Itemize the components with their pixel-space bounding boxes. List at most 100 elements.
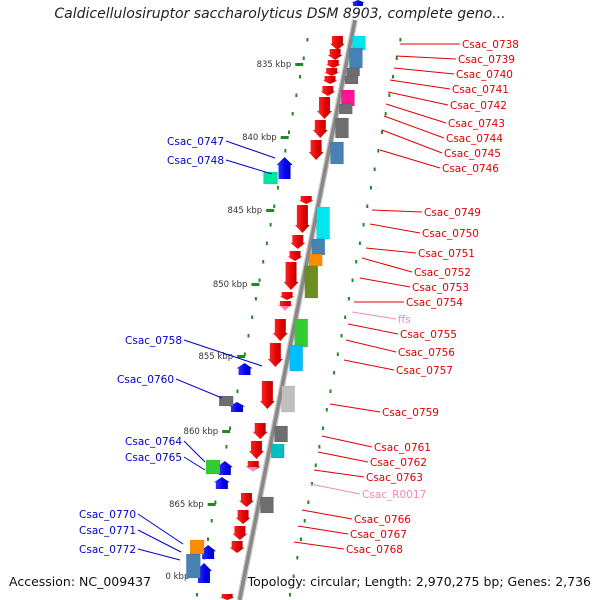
gene-label[interactable]: Csac_0744 [446,133,503,145]
gene-label[interactable]: Csac_0753 [412,282,469,294]
gene-label[interactable]: Csac_0745 [444,148,501,160]
gene-label[interactable]: Csac_0763 [366,472,423,484]
plus-strand-protein-box[interactable] [335,117,349,139]
gene-label-leader [183,456,206,471]
scale-dot [318,445,321,449]
gene-label[interactable]: Csac_0759 [382,407,439,419]
gene-label[interactable]: Csac_0767 [350,529,407,541]
gene-label[interactable]: Csac_0757 [396,365,453,377]
gene-label[interactable]: Csac_0760 [117,374,174,386]
gene-label[interactable]: Csac_R0017 [362,489,426,501]
minus-strand-protein-box[interactable] [218,395,234,407]
gene-label[interactable]: Csac_0758 [125,335,182,347]
plus-strand-gene-arrow[interactable] [322,76,338,84]
gene-label[interactable]: ffs [398,314,411,326]
plus-strand-gene-arrow[interactable] [219,594,235,600]
gene-label-leader [383,115,445,139]
plus-strand-gene-arrow[interactable] [287,251,303,261]
scale-tick-mark [251,283,260,286]
gene-label[interactable]: Csac_0768 [346,544,403,556]
gene-label[interactable]: Csac_0751 [418,248,475,260]
gene-label[interactable]: Csac_0772 [79,544,136,556]
gene-label[interactable]: Csac_0756 [398,347,455,359]
plus-strand-protein-box[interactable] [316,206,330,240]
gene-label[interactable]: Csac_0770 [79,509,136,521]
scale-dot [288,130,291,134]
plus-strand-gene-arrow[interactable] [232,526,248,540]
minus-strand-gene-arrow[interactable] [216,461,233,475]
plus-strand-gene-arrow[interactable] [324,68,340,76]
plus-strand-protein-box[interactable] [330,141,344,165]
plus-strand-gene-arrow[interactable] [290,235,306,249]
minus-strand-protein-box[interactable] [263,171,278,185]
gene-label[interactable]: Csac_0741 [452,84,509,96]
plus-strand-gene-arrow[interactable] [248,441,264,459]
gene-label[interactable]: Csac_0761 [374,442,431,454]
plus-strand-gene-arrow[interactable] [252,423,268,439]
gene-label[interactable]: Csac_0765 [125,452,182,464]
plus-strand-gene-arrow[interactable] [283,262,299,290]
plus-strand-protein-box[interactable] [289,344,303,372]
plus-strand-gene-arrow[interactable] [308,140,324,160]
rna-feature-mark[interactable] [248,467,259,472]
plus-strand-protein-box[interactable] [344,75,359,85]
plus-strand-protein-box[interactable] [304,265,319,299]
minus-strand-gene-arrow[interactable] [200,545,217,559]
plus-strand-gene-arrow[interactable] [272,319,288,341]
minus-strand-protein-box[interactable] [189,539,205,555]
plus-strand-gene-arrow[interactable] [279,292,295,300]
scale-dot [336,352,339,356]
gene-label[interactable]: Csac_0766 [354,514,411,526]
minus-strand-gene-arrow[interactable] [213,477,230,489]
plus-strand-gene-arrow[interactable] [312,120,328,138]
minus-strand-protein-box[interactable] [186,553,201,579]
gene-label[interactable]: Csac_0742 [450,100,507,112]
plus-strand-protein-box[interactable] [311,238,326,256]
plus-strand-protein-box[interactable] [274,425,288,443]
gene-label[interactable]: Csac_0771 [79,525,136,537]
rna-feature-mark[interactable] [280,306,291,311]
gene-label[interactable]: Csac_0746 [442,163,499,175]
plus-strand-gene-arrow[interactable] [316,97,332,119]
minus-strand-gene-arrow[interactable] [350,0,365,6]
plus-strand-protein-box[interactable] [308,253,323,267]
gene-label[interactable]: Csac_0748 [167,155,224,167]
scale-dot [207,537,210,541]
gene-label[interactable]: Csac_0754 [406,297,463,309]
gene-label[interactable]: Csac_0750 [422,228,479,240]
plus-strand-gene-arrow[interactable] [245,461,261,471]
plus-strand-gene-arrow[interactable] [259,381,275,409]
plus-strand-gene-arrow[interactable] [235,510,251,524]
plus-strand-gene-arrow[interactable] [229,541,245,553]
gene-label[interactable]: Csac_0752 [414,267,471,279]
plus-strand-gene-arrow[interactable] [325,60,341,68]
gene-label[interactable]: Csac_0739 [458,54,515,66]
plus-strand-protein-box[interactable] [349,47,363,69]
plus-strand-protein-box[interactable] [281,385,295,413]
plus-strand-gene-arrow[interactable] [267,343,283,367]
plus-strand-protein-box[interactable] [260,496,274,514]
plus-strand-protein-box[interactable] [270,443,285,459]
plus-strand-protein-box[interactable] [294,318,308,348]
gene-label[interactable]: Csac_0740 [456,69,513,81]
plus-strand-gene-arrow[interactable] [298,196,314,204]
minus-strand-gene-arrow[interactable] [276,157,293,179]
gene-label[interactable]: Csac_0764 [125,436,182,448]
gene-label[interactable]: Csac_0755 [400,329,457,341]
minus-strand-gene-arrow[interactable] [236,363,253,375]
plus-strand-gene-arrow[interactable] [329,36,345,50]
gene-label[interactable]: Csac_0762 [370,457,427,469]
plus-strand-gene-arrow[interactable] [327,49,343,60]
gene-label[interactable]: Csac_0747 [167,136,224,148]
plus-strand-gene-arrow[interactable] [294,205,310,233]
minus-strand-protein-box[interactable] [205,459,221,475]
gene-label[interactable]: Csac_0738 [462,39,519,51]
plus-strand-protein-box[interactable] [341,89,355,107]
gene-label[interactable]: Csac_0743 [448,118,505,130]
gene-label[interactable]: Csac_0749 [424,207,481,219]
plus-strand-gene-arrow[interactable] [320,86,336,96]
plus-strand-protein-box[interactable] [346,67,360,77]
plus-strand-protein-box[interactable] [339,103,353,115]
plus-strand-gene-arrow[interactable] [238,493,254,507]
